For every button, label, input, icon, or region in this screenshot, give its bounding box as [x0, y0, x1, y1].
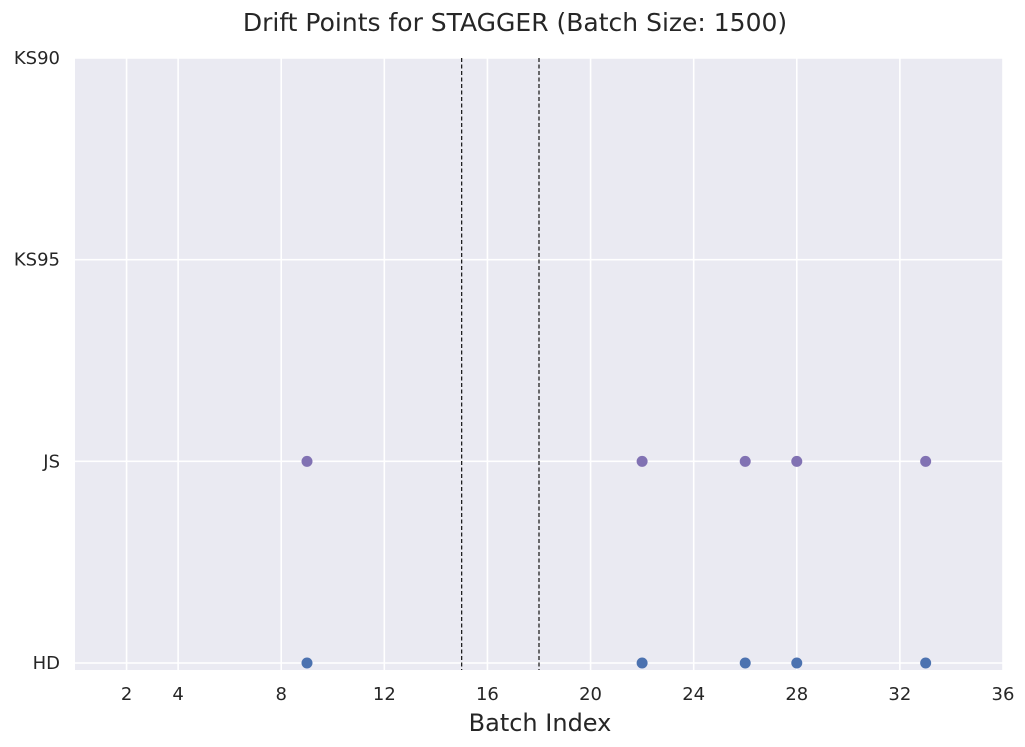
- x-tick-label: 12: [373, 684, 396, 705]
- drift-point: [301, 455, 313, 467]
- x-tick-label: 24: [682, 684, 705, 705]
- drift-point: [636, 455, 648, 467]
- x-tick-labels: 2 4 8 12 16 20 24 28 32 36: [121, 684, 1015, 705]
- x-axis-label: Batch Index: [469, 709, 612, 737]
- drift-point: [301, 657, 313, 669]
- drift-point: [791, 657, 803, 669]
- x-tick-label: 4: [172, 684, 183, 705]
- x-tick-label: 36: [992, 684, 1015, 705]
- y-tick-label: JS: [42, 451, 60, 472]
- drift-point: [791, 455, 803, 467]
- x-tick-label: 8: [275, 684, 286, 705]
- x-tick-label: 32: [888, 684, 911, 705]
- reference-lines: [461, 58, 540, 670]
- x-tick-label: 20: [579, 684, 602, 705]
- drift-point: [739, 455, 751, 467]
- y-tick-label: HD: [33, 653, 60, 674]
- drift-point: [920, 657, 932, 669]
- drift-point: [739, 657, 751, 669]
- y-tick-label: KS95: [14, 250, 60, 271]
- x-tick-label: 2: [121, 684, 132, 705]
- chart-title: Drift Points for STAGGER (Batch Size: 15…: [243, 8, 787, 37]
- x-tick-label: 28: [785, 684, 808, 705]
- y-tick-labels: HD JS KS95 KS90: [14, 48, 60, 674]
- y-tick-label: KS90: [14, 48, 60, 69]
- drift-point: [920, 455, 932, 467]
- data-points: [301, 455, 932, 669]
- x-tick-label: 16: [476, 684, 499, 705]
- drift-point: [636, 657, 648, 669]
